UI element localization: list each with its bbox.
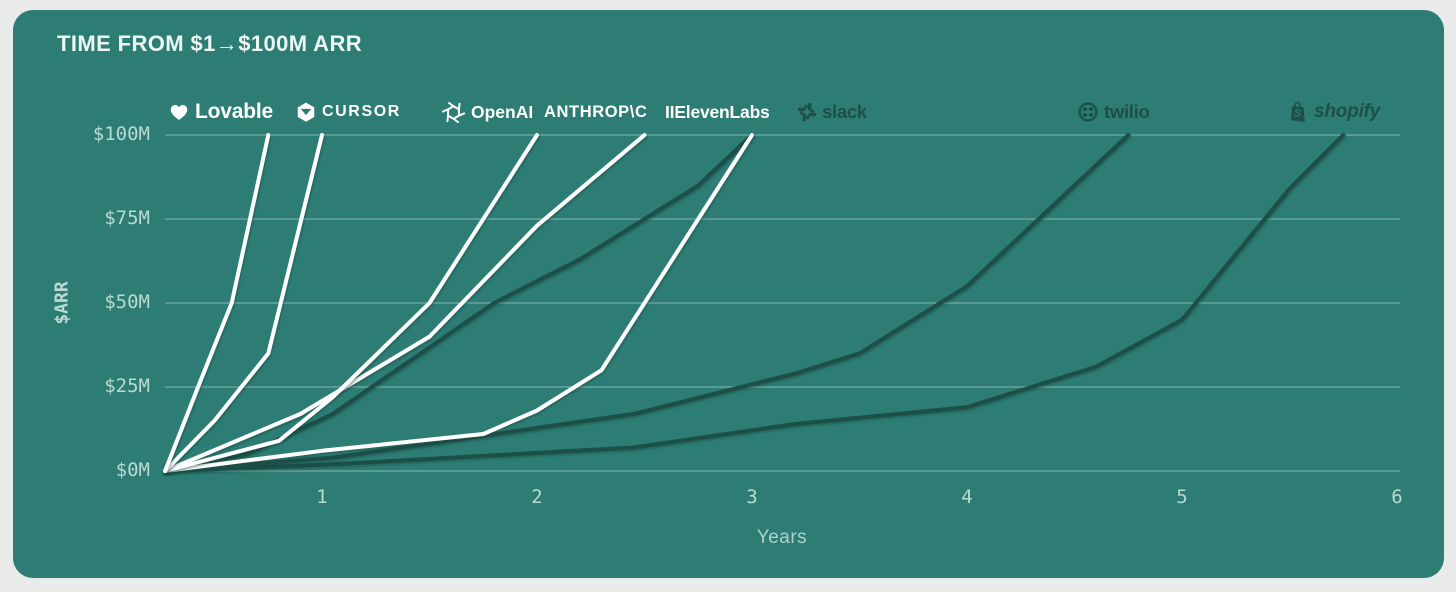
x-tick-label: 6 [1391, 486, 1403, 508]
logo-slack: slack [797, 98, 867, 126]
logo-label-twilio: twilio [1104, 101, 1150, 122]
series-line-twilio [163, 133, 1131, 473]
logo-lovable: Lovable [168, 98, 273, 126]
openai-swirl-icon [441, 100, 466, 125]
x-tick-label: 3 [746, 486, 758, 508]
series-line-elevenlabs [163, 133, 754, 473]
logo-label-elevenlabs: IIElevenLabs [665, 101, 770, 122]
logo-anthropic: ANTHROP\C [544, 98, 647, 126]
x-tick-label: 1 [316, 486, 328, 508]
x-tick-label: 4 [961, 486, 973, 508]
logo-label-cursor: CURSOR [322, 103, 401, 120]
x-tick-label: 5 [1176, 486, 1188, 508]
chart-title: TIME FROM $1→$100M ARR [57, 31, 363, 56]
x-tick-label: 2 [531, 486, 543, 508]
cube-icon [295, 101, 317, 123]
y-tick-label: $25M [104, 375, 150, 397]
logo-label-lovable: Lovable [195, 100, 273, 123]
series-line-shopify [163, 133, 1346, 473]
series-line-slack [163, 133, 754, 473]
logo-twilio: twilio [1077, 98, 1150, 126]
logo-label-shopify: shopify [1314, 101, 1381, 122]
y-tick-label: $50M [104, 291, 150, 313]
logo-elevenlabs: IIElevenLabs [665, 98, 770, 126]
series-line-openai [163, 133, 539, 473]
y-tick-label: $0M [115, 459, 150, 481]
logo-label-anthropic: ANTHROP\C [544, 102, 648, 121]
logo-label-openai: OpenAI [471, 101, 534, 122]
slack-pinwheel-icon [797, 102, 817, 122]
series-line-lovable [163, 133, 271, 473]
series-line-anthropic [163, 133, 647, 473]
twilio-circle-icon [1077, 101, 1099, 123]
y-axis-title: $ARR [51, 281, 73, 325]
svg-text:S: S [1294, 108, 1301, 120]
series-line-cursor [163, 133, 324, 473]
shopify-bag-icon: S [1286, 100, 1309, 124]
logo-cursor: CURSOR [295, 98, 401, 126]
y-tick-label: $75M [104, 207, 150, 229]
heart-icon [168, 101, 190, 123]
logo-openai: OpenAI [441, 98, 533, 126]
x-axis-title: Years [756, 527, 808, 548]
y-tick-label: $100M [92, 123, 150, 145]
logo-label-slack: slack [822, 101, 867, 122]
